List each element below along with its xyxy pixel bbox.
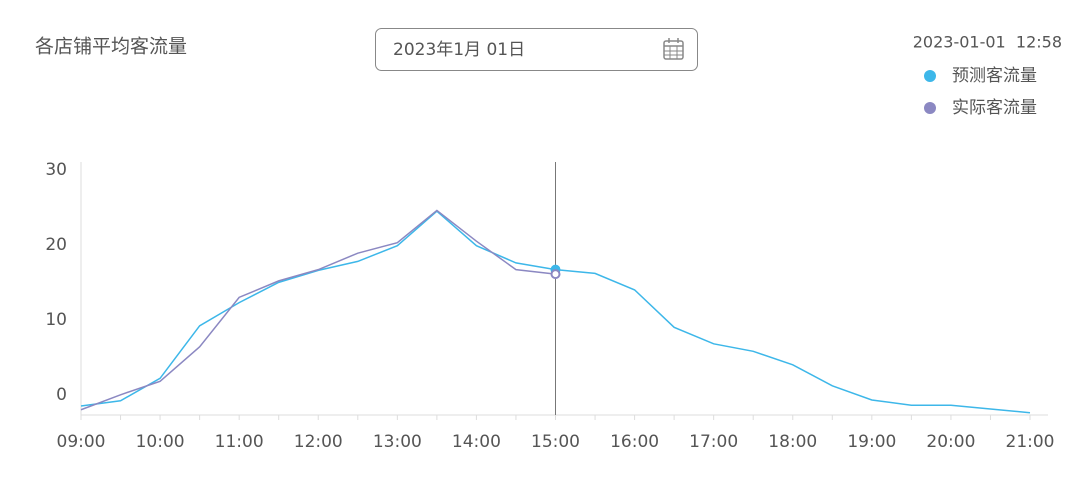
- x-tick-label: 15:00: [531, 432, 580, 452]
- x-tick-label: 14:00: [452, 432, 501, 452]
- highlight-point: [550, 269, 561, 280]
- series-line: [80, 209, 556, 411]
- calendar-icon[interactable]: [663, 38, 684, 60]
- legend-label: 预测客流量: [952, 66, 1037, 86]
- legend-marker: [924, 102, 936, 114]
- y-tick-label: 10: [45, 310, 67, 330]
- chart-title: 各店铺平均客流量: [35, 36, 187, 58]
- date-input-text: 2023年1月 01日: [393, 40, 525, 60]
- x-tick-label: 20:00: [926, 432, 975, 452]
- x-tick-label: 11:00: [215, 432, 264, 452]
- x-tick-label: 16:00: [610, 432, 659, 452]
- x-tick-label: 19:00: [847, 432, 896, 452]
- y-tick-label: 0: [56, 385, 67, 405]
- y-tick-label: 30: [45, 160, 67, 180]
- timestamp: 2023-01-01 12:58: [913, 33, 1062, 52]
- x-tick-label: 21:00: [1006, 432, 1055, 452]
- x-tick-label: 09:00: [57, 432, 106, 452]
- x-tick-label: 10:00: [136, 432, 185, 452]
- x-tick-label: 17:00: [689, 432, 738, 452]
- x-tick-label: 13:00: [373, 432, 422, 452]
- date-input[interactable]: [375, 28, 698, 71]
- legend-label: 实际客流量: [952, 98, 1037, 118]
- x-tick-label: 18:00: [768, 432, 817, 452]
- legend-marker: [924, 70, 936, 82]
- y-tick-label: 20: [45, 235, 67, 255]
- x-tick-label: 12:00: [294, 432, 343, 452]
